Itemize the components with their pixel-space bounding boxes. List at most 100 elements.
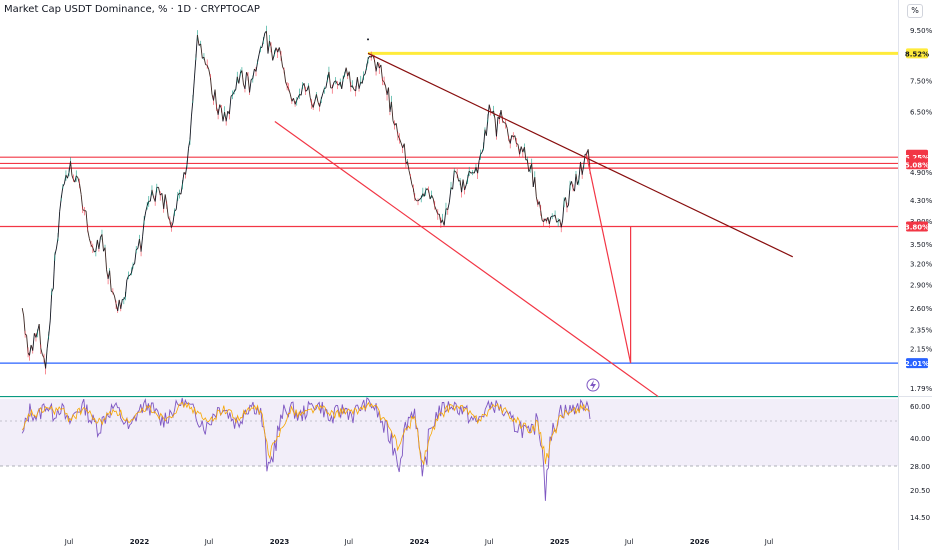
price-segment [363,73,366,76]
price-segment [399,138,402,144]
price-segment [523,147,527,161]
price-series [21,25,591,375]
price-segment [324,87,327,90]
price-segment [554,214,558,223]
price-segment [117,299,120,312]
price-segment [233,89,237,92]
price-segment [193,57,197,79]
price-segment [447,202,450,210]
price-segment [252,68,255,79]
price-segment [186,148,189,165]
price-segment [49,291,53,321]
price-segment [461,179,464,193]
price-segment [351,85,355,90]
price-segment [54,248,57,256]
price-segment [112,292,115,297]
price-segment [331,82,335,89]
price-segment [509,135,513,144]
price-segment [543,218,546,222]
price-segment [578,161,581,180]
time-axis-tick: 2023 [270,538,290,546]
price-segment [383,81,386,87]
price-segment [174,209,177,212]
time-axis-tick: Jul [764,538,774,546]
price-segment [526,159,530,172]
time-axis-tick: 2026 [690,538,710,546]
price-segment [265,31,269,54]
price-label-text: 3.80% [905,224,929,232]
price-segment [192,78,195,101]
price-segment [98,237,101,250]
price-axis-tick: 1.79% [910,385,932,393]
price-segment [493,110,496,120]
price-segment [312,101,316,108]
price-segment [367,55,371,60]
time-axis-tick: 2024 [410,538,430,546]
price-axis-tick: 4.30% [910,197,932,205]
price-segment [140,236,144,252]
price-segment [210,77,213,95]
price-segment [355,77,358,91]
price-segment [241,70,244,85]
price-segment [57,211,61,238]
price-axis-tick: 2.35% [910,327,932,335]
price-segment [29,344,32,356]
price-segment [104,247,108,270]
price-segment [200,43,203,59]
price-segment [24,333,27,336]
price-segment [132,263,135,266]
oscillator-axis-tick: 28.00 [910,463,930,471]
trend-line-0 [367,52,794,258]
price-segment [170,222,174,228]
price-axis-tick: 4.90% [910,169,932,177]
price-segment [62,183,65,187]
price-segment [560,220,564,228]
oscillator-axis-tick: 14.50 [910,514,930,522]
price-segment [428,190,431,200]
price-segment [203,57,207,65]
price-segment [270,46,274,61]
price-label-text: 5.08% [905,161,929,169]
marker-dot [367,38,370,41]
price-segment [583,153,586,165]
price-axis-tick: 2.90% [910,282,932,290]
price-segment [414,197,417,201]
price-segment [244,72,247,90]
price-segment [92,247,95,253]
percent-scale-button[interactable]: % [907,4,923,18]
trend-line-2 [585,154,632,364]
price-segment [79,183,82,195]
price-segment [516,142,519,145]
price-segment [262,32,266,41]
price-segment [23,315,26,334]
time-axis-tick: Jul [204,538,214,546]
price-axis-tick: 7.50% [910,78,932,86]
price-segment [283,70,287,83]
price-segment [502,120,505,124]
price-segment [220,108,224,122]
price-segment [257,54,260,62]
price-segment [151,189,155,198]
price-segment [182,172,185,184]
time-axis-tick: Jul [344,538,354,546]
price-segment [75,175,79,178]
price-segment [225,111,229,122]
price-segment [280,55,283,67]
price-segment [499,109,502,120]
price-segment [531,163,534,188]
price-segment [454,170,456,173]
price-segment [228,96,232,115]
price-segment [409,176,413,185]
trend-line-1 [274,121,659,398]
price-axis-tick: 9.50% [910,27,932,35]
price-label-201: 2.01% [905,358,929,369]
price-segment [21,308,25,317]
price-segment [431,195,434,199]
price-label-bg [906,221,928,232]
price-segment [464,184,467,191]
price-segment [534,177,537,197]
price-segment [206,65,210,70]
price-segment [566,204,569,208]
